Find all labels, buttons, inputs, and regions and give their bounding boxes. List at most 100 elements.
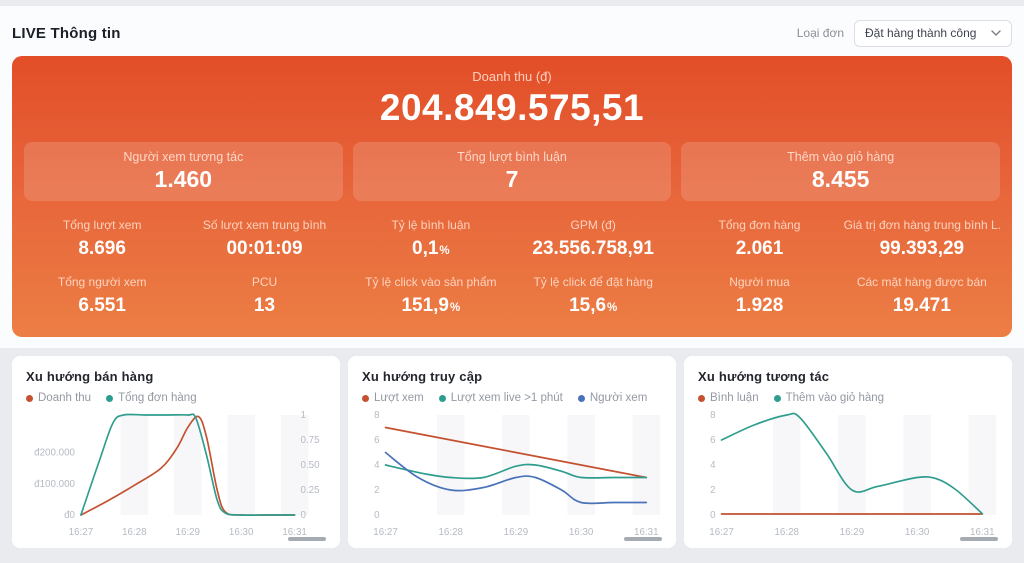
svg-text:8: 8 [374, 410, 380, 421]
legend-item[interactable]: Lượt xem live >1 phút [438, 392, 563, 404]
metric: Người mua 1.928 [681, 275, 837, 319]
order-type-label: Loại đơn [796, 26, 844, 40]
revenue-value: 204.849.575,51 [379, 87, 645, 128]
svg-text:6: 6 [374, 435, 380, 446]
metric-label: Số lượt xem trung bình [202, 218, 327, 232]
svg-text:16:27: 16:27 [69, 527, 94, 538]
metric: PCU 13 [186, 275, 342, 319]
metric-value: 23.556.758,91 [532, 238, 654, 259]
chart-scrollbar-handle[interactable] [960, 537, 998, 541]
metric-label: GPM (đ) [570, 218, 616, 232]
metric-label: Tổng đơn hàng [718, 218, 801, 232]
svg-text:16:29: 16:29 [840, 527, 865, 538]
chart-legend: Bình luận Thêm vào giỏ hàng [698, 392, 998, 404]
metric: Các mặt hàng được bán 19.471 [844, 275, 1000, 319]
svg-text:6: 6 [710, 435, 716, 446]
metric-value: 6.551 [78, 295, 126, 316]
svg-text:0.25: 0.25 [301, 485, 321, 496]
summary-panel: Doanh thu (đ) 204.849.575,51 Người xem t… [12, 56, 1012, 337]
svg-text:16:31: 16:31 [970, 527, 995, 538]
svg-text:16:30: 16:30 [905, 527, 930, 538]
legend-item[interactable]: Tổng đơn hàng [106, 392, 197, 404]
chart-plot: đ200.000 đ100.000 đ0 1 0.75 0.50 0.25 0 16:27 16:… [26, 407, 326, 541]
svg-text:đ0: đ0 [64, 510, 75, 521]
legend-item[interactable]: Lượt xem [362, 392, 424, 404]
metric: Tỷ lệ click vào sản phẩm 151,9% [353, 275, 509, 319]
svg-text:0: 0 [301, 510, 307, 521]
page-header: LIVE Thông tin Loại đơn Đặt hàng thành c… [12, 16, 1012, 50]
chart-title: Xu hướng tương tác [698, 369, 830, 384]
metric: Tổng đơn hàng 2.061 [681, 218, 837, 262]
svg-text:16:31: 16:31 [634, 527, 659, 538]
legend-dot-icon [577, 394, 585, 402]
svg-text:16:29: 16:29 [504, 527, 529, 538]
metric: Số lượt xem trung bình 00:01:09 [186, 218, 342, 262]
svg-text:1: 1 [301, 410, 307, 421]
charts-row: Xu hướng bán hàng Doanh thu Tổng đơn hàng đ… [12, 356, 1012, 548]
chart-scrollbar-handle[interactable] [288, 537, 326, 541]
legend-label: Tổng đơn hàng [118, 392, 197, 404]
metric-value: 151,9% [401, 295, 461, 316]
chart-card: Xu hướng bán hàng Doanh thu Tổng đơn hàng đ… [12, 356, 340, 548]
live-dashboard: LIVE Thông tin Loại đơn Đặt hàng thành c… [0, 6, 1024, 563]
svg-text:0.75: 0.75 [301, 435, 321, 446]
metric-label: PCU [251, 275, 278, 289]
metric: Tổng người xem 6.551 [24, 275, 180, 319]
svg-text:8: 8 [710, 410, 716, 421]
metric-label: Tỷ lệ click để đặt hàng [533, 275, 653, 289]
legend-item[interactable]: Bình luận [698, 392, 759, 404]
legend-item[interactable]: Thêm vào giỏ hàng [773, 392, 884, 404]
svg-text:16:28: 16:28 [774, 527, 799, 538]
metric-value: 8.696 [78, 238, 126, 259]
chart-card: Xu hướng tương tác Bình luận Thêm vào giỏ … [684, 356, 1012, 548]
svg-text:16:27: 16:27 [709, 527, 734, 538]
svg-text:0: 0 [710, 510, 716, 521]
highlight-card-value: 7 [505, 166, 519, 192]
legend-item[interactable]: Doanh thu [26, 392, 91, 404]
svg-text:16:31: 16:31 [282, 527, 307, 538]
svg-text:16:28: 16:28 [122, 527, 147, 538]
legend-dot-icon [26, 394, 33, 402]
percent-suffix: % [607, 302, 618, 314]
chart-plot: 8 6 4 2 0 16:27 16:28 16:29 16:30 16:31 [362, 407, 662, 541]
svg-text:đ200.000: đ200.000 [34, 447, 75, 458]
metric-label: Các mặt hàng được bán [856, 275, 987, 289]
metric: Giá trị đơn hàng trung bình L.. 99.393,29 [844, 218, 1000, 262]
metric-group: Tỷ lệ bình luận 0,1% GPM (đ) 23.556.758,91 T… [353, 205, 672, 319]
metric: Tổng lượt xem 8.696 [24, 218, 180, 262]
order-type-filter: Loại đơn Đặt hàng thành công [796, 19, 1012, 47]
svg-text:16:27: 16:27 [373, 527, 398, 538]
legend-dot-icon [362, 394, 369, 402]
svg-text:16:30: 16:30 [569, 527, 594, 538]
highlight-card: Tổng lượt bình luận 7 [352, 142, 672, 201]
svg-text:0.50: 0.50 [301, 460, 321, 471]
svg-text:4: 4 [374, 460, 380, 471]
metric-label: Giá trị đơn hàng trung bình L.. [843, 218, 1001, 232]
highlight-card-value: 1.460 [154, 166, 213, 192]
svg-text:16:28: 16:28 [438, 527, 463, 538]
chart-plot: 8 6 4 2 0 16:27 16:28 16:29 16:30 16:31 [698, 407, 998, 541]
metric: Tỷ lệ click để đặt hàng 15,6% [515, 275, 671, 319]
metric-value: 15,6% [569, 295, 618, 316]
order-type-select[interactable]: Đặt hàng thành công [854, 19, 1012, 47]
order-type-selected-value: Đặt hàng thành công [865, 26, 977, 40]
metric: GPM (đ) 23.556.758,91 [515, 218, 671, 262]
chart-title: Xu hướng truy cập [362, 369, 483, 384]
legend-label: Doanh thu [38, 392, 92, 404]
metric-value: 19.471 [892, 295, 951, 316]
chart-card: Xu hướng truy cập Lượt xem Lượt xem live >… [348, 356, 676, 548]
metric-value: 99.393,29 [879, 238, 965, 259]
highlight-card: Thêm vào giỏ hàng 8.455 [681, 142, 1001, 201]
chart-scrollbar-handle[interactable] [624, 537, 662, 541]
legend-label: Lượt xem [374, 392, 424, 404]
legend-dot-icon [438, 394, 446, 402]
svg-text:2: 2 [374, 485, 379, 496]
metric-group: Tổng đơn hàng 2.061 Giá trị đơn hàng trung… [681, 205, 1000, 319]
chevron-down-icon [991, 30, 1001, 36]
legend-item[interactable]: Người xem [577, 392, 647, 404]
metric-label: Người mua [729, 275, 790, 289]
metric: Tỷ lệ bình luận 0,1% [353, 218, 509, 262]
metric-value: 0,1% [412, 238, 450, 259]
highlight-cards: Người xem tương tác 1.460 Tổng lượt bình l… [24, 142, 1001, 201]
chart-legend: Doanh thu Tổng đơn hàng [26, 392, 326, 404]
